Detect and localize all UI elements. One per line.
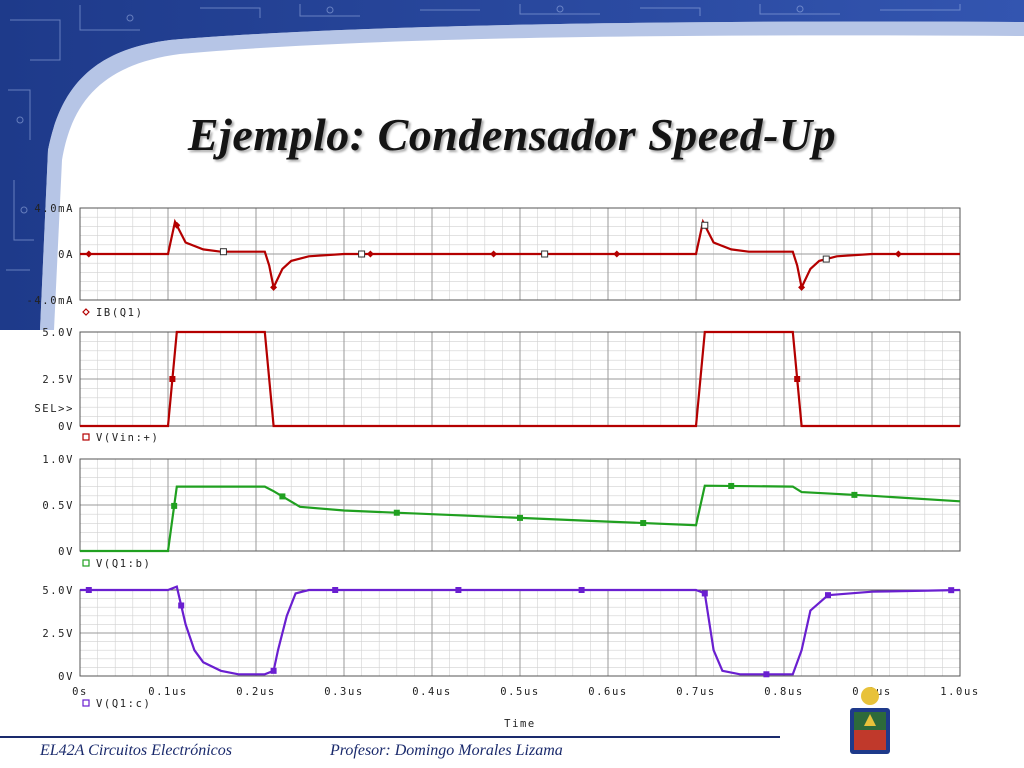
data-marker [701,590,708,597]
x-tick-label: 0.5us [500,686,540,698]
x-axis-title: Time [504,718,536,730]
data-marker [171,502,178,509]
y-tick-label: 0A [58,249,74,261]
data-marker [728,482,735,489]
slide-title: Ejemplo: Condensador Speed-Up [187,109,837,160]
header-banner [0,0,1024,330]
series-line-ib [80,218,960,291]
data-marker [169,376,176,382]
y-tick-label: 5.0V [42,327,74,339]
data-marker [798,283,806,291]
footer-divider [0,736,780,738]
panel-frame [79,458,961,552]
data-marker [455,587,462,593]
series-line-vb [80,484,961,553]
data-marker [578,587,585,593]
data-marker [517,514,523,521]
data-marker [794,376,801,382]
legend-symbol [82,699,90,707]
selection-marker-label: SEL>> [34,403,74,415]
y-tick-label: 2.5V [42,628,74,640]
y-tick-label: 5.0V [42,585,74,597]
x-tick-label: 0.3us [324,686,364,698]
data-marker [270,283,278,291]
x-tick-label: 0.2us [236,686,276,698]
data-marker [948,587,955,594]
y-tick-label: 4.0mA [34,203,74,215]
data-marker [332,587,339,593]
y-tick-label: 2.5V [42,374,74,386]
legend-symbol [82,433,90,441]
data-marker [85,250,93,258]
y-tick-label: 0.5V [42,500,74,512]
y-tick-label: 0V [58,671,74,683]
x-tick-label: 0.6us [588,686,628,698]
data-marker [173,221,181,229]
cursor-marker [219,248,227,256]
legend-label: V(Q1:c) [96,698,151,710]
data-marker [490,250,498,258]
x-tick-label: 0s [72,686,88,698]
data-marker [825,592,831,599]
cursor-marker [541,250,549,258]
cursor-marker [358,250,366,258]
data-marker [894,250,902,258]
legend-label: V(Q1:b) [96,558,151,570]
data-marker [366,250,374,258]
x-tick-label: 0.7us [676,686,716,698]
x-tick-label: 0.4us [412,686,452,698]
y-tick-label: -4.0mA [26,295,74,307]
data-marker [640,520,647,527]
cursor-marker [701,221,709,229]
data-marker [393,509,400,516]
y-tick-label: 0V [58,546,74,558]
university-seal-logo [850,687,890,754]
data-marker [85,587,92,593]
x-tick-label: 0.1us [148,686,188,698]
footer-course: EL42A Circuitos Electrónicos [40,742,232,759]
data-marker [613,250,621,258]
y-tick-label: 0V [58,421,74,433]
cursor-marker [822,255,830,263]
footer-professor: Profesor: Domingo Morales Lizama [330,742,563,759]
data-marker [851,491,858,498]
data-marker [763,671,770,678]
data-marker [178,602,185,609]
legend-label: IB(Q1) [96,307,144,319]
x-tick-label: 0.8us [764,686,804,698]
x-tick-label: 1.0us [940,686,980,698]
circuit-pattern-icon [6,4,961,271]
data-marker [270,667,277,674]
y-tick-label: 1.0V [42,454,74,466]
legend-symbol [82,308,90,316]
series-line-vc [80,585,961,676]
data-marker [279,493,286,500]
legend-symbol [82,559,90,567]
legend-label: V(Vin:+) [96,432,159,444]
